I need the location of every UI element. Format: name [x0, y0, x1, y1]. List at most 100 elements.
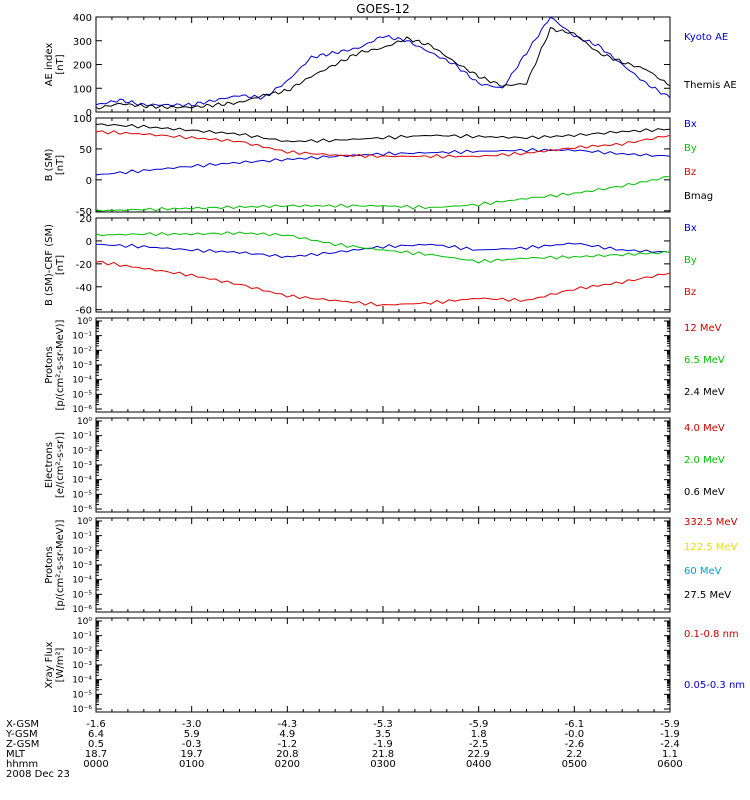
- footer-row-value: 2.2: [566, 749, 582, 760]
- footer-row-label: MLT: [6, 749, 26, 760]
- footer-row-value: 0400: [466, 759, 491, 770]
- footer-row-label: Y-GSM: [5, 729, 38, 740]
- footer-row-value: 0500: [562, 759, 587, 770]
- y-axis-label: [p/(cm²-s-sr-MeV)]: [55, 319, 66, 410]
- legend-label: 2.4 MeV: [684, 387, 725, 398]
- footer-row-value: 22.9: [468, 749, 490, 760]
- footer-row-value: 0600: [657, 759, 682, 770]
- y-tick-label: 10⁻⁴: [72, 676, 92, 686]
- y-tick-label: 10⁻³: [72, 561, 92, 571]
- legend-label: Bx: [684, 119, 697, 130]
- series-line-themis-ae: [95, 26, 671, 110]
- series-line-bx: [95, 147, 671, 176]
- footer-row-value: -5.9: [469, 719, 489, 730]
- y-tick-label: 10⁻⁴: [72, 476, 92, 486]
- y-tick-label: 10⁻¹: [72, 332, 92, 342]
- legend-label: 122.5 MeV: [684, 542, 738, 553]
- panel-frame: [95, 517, 671, 613]
- footer-row-value: 5.9: [184, 729, 200, 740]
- legend-label: 0.6 MeV: [684, 487, 725, 498]
- panel-frame: [95, 16, 671, 113]
- y-tick-label: 10⁻¹: [72, 432, 92, 442]
- footer-row-value: -5.9: [660, 719, 680, 730]
- series-line-by: [95, 231, 671, 264]
- footer-row-value: -6.1: [565, 719, 585, 730]
- legend-label: By: [684, 255, 697, 266]
- y-axis-label: B (SM): [44, 148, 55, 181]
- footer-row-label: hhmm: [6, 759, 38, 770]
- figure-title: GOES-12: [356, 2, 410, 16]
- series-line-bz: [95, 130, 671, 159]
- footer-row-value: -2.4: [660, 739, 680, 750]
- y-tick-label: -40: [76, 283, 92, 294]
- y-axis-label: [nT]: [55, 255, 66, 275]
- y-tick-label: 10⁻⁴: [72, 576, 92, 586]
- y-tick-label: 10⁻⁵: [72, 590, 92, 600]
- legend-label: 0.1-0.8 nm: [684, 629, 739, 640]
- legend-label: 0.05-0.3 nm: [684, 680, 745, 691]
- y-tick-label: 20: [79, 214, 92, 225]
- legend-label: 2.0 MeV: [684, 455, 725, 466]
- y-axis-label: [nT]: [55, 54, 66, 74]
- y-axis-label: Protons: [44, 346, 55, 383]
- footer-row-label: X-GSM: [6, 719, 39, 730]
- footer-row-value: 18.7: [85, 749, 107, 760]
- y-tick-label: 10⁻⁵: [72, 690, 92, 700]
- y-tick-label: 10⁻³: [72, 661, 92, 671]
- legend-label: 6.5 MeV: [684, 355, 725, 366]
- y-tick-label: 10⁻⁶: [72, 705, 92, 715]
- footer-row-value: -2.5: [469, 739, 489, 750]
- y-tick-label: 10⁻²: [72, 446, 92, 456]
- y-tick-label: 10⁻⁶: [72, 605, 92, 615]
- y-tick-label: 10⁰: [77, 517, 92, 527]
- footer-row-value: 4.9: [279, 729, 295, 740]
- legend-label: 332.5 MeV: [684, 517, 738, 528]
- footer-row-value: 3.5: [375, 729, 391, 740]
- footer-row-value: -1.6: [86, 719, 106, 730]
- y-tick-label: 300: [73, 37, 92, 48]
- footer-row-value: 1.1: [662, 749, 678, 760]
- y-axis-label: Electrons: [44, 442, 55, 488]
- y-tick-label: 10⁻²: [72, 346, 92, 356]
- legend-label: Bz: [684, 287, 696, 298]
- footer-row-value: 1.8: [471, 729, 487, 740]
- footer-row-label: Z-GSM: [6, 739, 39, 750]
- panel-frame: [95, 417, 671, 513]
- panel-frame: [95, 217, 671, 313]
- legend-label: Bx: [684, 223, 697, 234]
- panel-frame: [95, 617, 671, 713]
- y-tick-label: 10⁰: [77, 417, 92, 427]
- footer-row-value: 21.8: [372, 749, 394, 760]
- y-axis-label: [p/(cm²-s-sr-MeV)]: [55, 519, 66, 610]
- y-tick-label: 10⁻⁶: [72, 405, 92, 415]
- legend-label: Bz: [684, 167, 696, 178]
- footer-row-value: 0200: [275, 759, 300, 770]
- legend-label: Themis AE: [683, 80, 737, 91]
- y-tick-label: 50: [79, 145, 92, 156]
- series-line-bx: [96, 242, 671, 259]
- y-axis-label: B (SM)-CRF (SM): [44, 224, 55, 306]
- y-axis-label: [nT]: [55, 155, 66, 175]
- panel-frame: [95, 317, 671, 413]
- y-tick-label: 0: [86, 176, 92, 187]
- series-line-by: [95, 176, 671, 212]
- y-tick-label: 10⁻⁴: [72, 376, 92, 386]
- footer-row-value: 0100: [179, 759, 204, 770]
- footer-row-value: -3.0: [182, 719, 202, 730]
- y-tick-label: 100: [73, 114, 92, 125]
- y-tick-label: 200: [73, 61, 92, 72]
- footer-row-value: 0300: [370, 759, 395, 770]
- footer-row-value: 6.4: [88, 729, 104, 740]
- footer-row-value: 19.7: [181, 749, 203, 760]
- y-tick-label: -50: [76, 207, 92, 218]
- y-tick-label: 10⁻³: [72, 461, 92, 471]
- footer-row-value: -2.6: [565, 739, 585, 750]
- y-tick-label: 10⁻²: [72, 646, 92, 656]
- y-tick-label: 10⁰: [77, 617, 92, 627]
- y-tick-label: -60: [76, 306, 92, 317]
- footer-date: 2008 Dec 23: [6, 769, 70, 780]
- footer-row-value: 20.8: [276, 749, 298, 760]
- series-line-bmag: [95, 123, 671, 143]
- y-axis-label: [W/m²]: [55, 647, 66, 682]
